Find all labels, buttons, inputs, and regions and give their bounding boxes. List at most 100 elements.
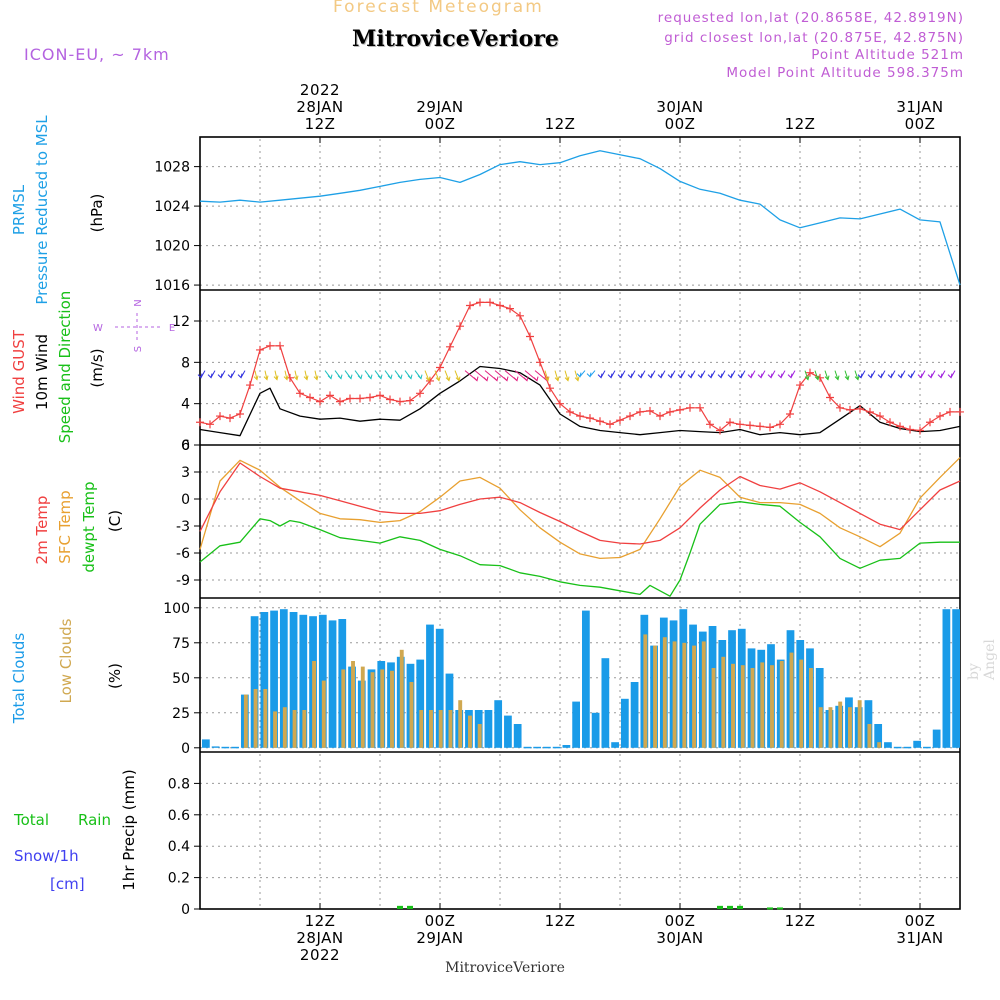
total-cloud-bar (552, 746, 561, 749)
wind-arrowhead (357, 374, 363, 380)
gust-marker (796, 381, 804, 390)
ytick-label-precip: 0.4 (168, 839, 190, 855)
gust-marker (716, 426, 724, 435)
wind-arrowhead (727, 373, 733, 379)
gust-marker (556, 399, 564, 408)
gust-marker (236, 410, 244, 418)
low-cloud-bar (779, 661, 784, 748)
wind-unit: (m/s) (88, 348, 106, 387)
gust-marker (576, 412, 584, 421)
ytick-label-clouds: 0 (181, 741, 190, 757)
total-cloud-bar (260, 612, 269, 748)
wind-arrowhead (834, 375, 840, 381)
gust-marker (246, 381, 254, 390)
wind-arrowhead (237, 373, 243, 379)
total-cloud-bar (562, 745, 571, 748)
gust-marker (496, 301, 504, 310)
gust-marker (776, 420, 784, 429)
gust-marker (476, 298, 484, 307)
wind-arrow (589, 370, 596, 377)
gust-marker (276, 341, 284, 350)
wind-arrowhead (857, 373, 863, 379)
gust-marker (506, 304, 514, 313)
wind-arrow (544, 370, 549, 381)
ytick-label-temp: 6 (181, 438, 190, 454)
clouds-unit: (%) (106, 663, 124, 689)
low-cloud-bar (448, 710, 453, 748)
wind-arrowhead (273, 375, 279, 381)
total-cloud-bar (572, 701, 580, 748)
total-cloud-bar (611, 742, 619, 748)
gust-marker (806, 368, 814, 377)
wind-arrowhead (917, 373, 923, 379)
wind-arrow (444, 370, 450, 381)
wind-arrow (304, 370, 308, 380)
low-cloud-bar (302, 710, 307, 748)
total-cloud-bar (504, 715, 512, 748)
low-cloud-bar (399, 649, 404, 748)
ytick-label-precip: 0 (181, 902, 190, 918)
ytick-label-temp: -3 (176, 519, 190, 535)
gust-marker (956, 407, 964, 416)
compass-n: N (133, 299, 144, 306)
pressure-line (199, 150, 961, 286)
gust-marker (886, 418, 894, 427)
gust-marker (386, 395, 394, 404)
low-cloud-bar (341, 669, 346, 748)
low-cloud-bar (243, 694, 248, 748)
ytick-label-wind: 12 (172, 314, 190, 330)
wind-arrowhead (947, 373, 953, 379)
total-cloud-bar (874, 724, 883, 748)
gust-marker (896, 422, 904, 431)
gust-marker (446, 342, 454, 351)
gust-marker (876, 412, 884, 421)
wind-arrowhead (217, 373, 223, 379)
low-cloud-bar (721, 656, 726, 748)
wind-arrowhead (787, 373, 793, 379)
gust-marker (406, 396, 414, 405)
wind-arrowhead (647, 373, 653, 379)
wind-arrowhead (707, 373, 713, 379)
low-cloud-bar (770, 665, 774, 748)
station-title: MitroviceVeriore (352, 26, 559, 52)
gust-marker (366, 393, 374, 402)
total-cloud-bar (484, 710, 493, 748)
wind-arrowhead (473, 376, 479, 382)
wind-arrowhead (367, 374, 373, 380)
low-cloud-bar (711, 668, 716, 748)
wind-label-gust: Wind GUST (10, 329, 28, 414)
dewpt-line (199, 501, 960, 597)
low-cloud-bar (692, 645, 696, 748)
low-cloud-bar (867, 724, 872, 748)
ytick-label-temp: 0 (181, 492, 190, 508)
total-cloud-bar (426, 624, 434, 748)
ytick-label-pressure: 1028 (154, 160, 190, 176)
wind-arrowhead (554, 376, 560, 382)
gust-marker (206, 420, 214, 429)
temp-unit: (C) (106, 510, 124, 532)
gust-marker (376, 391, 384, 400)
wind-arrow (814, 370, 819, 380)
wind-arrowhead (227, 373, 233, 379)
clouds-label-total: Total Clouds (10, 633, 28, 725)
gust-marker (826, 393, 834, 402)
total-cloud-bar (952, 609, 960, 748)
wind-arrowhead (425, 376, 431, 382)
precip-bar (727, 905, 733, 909)
time-label-top: 2022 (300, 81, 340, 99)
gust-marker (676, 405, 684, 414)
wind-arrowhead (397, 374, 403, 380)
total-cloud-bar (932, 729, 941, 748)
total-cloud-bar (523, 746, 532, 749)
wind-arrowhead (927, 373, 933, 379)
low-cloud-bar (390, 670, 394, 748)
wind-arrowhead (637, 373, 643, 379)
total-cloud-bar (923, 746, 931, 749)
precip-label-total: Total (13, 811, 49, 829)
wind-arrow (804, 370, 809, 380)
wind-arrowhead (293, 375, 299, 381)
time-label-bottom: 00Z (905, 912, 936, 930)
low-cloud-bar (838, 701, 843, 748)
low-cloud-bar (701, 641, 706, 748)
low-cloud-bar (662, 637, 667, 748)
